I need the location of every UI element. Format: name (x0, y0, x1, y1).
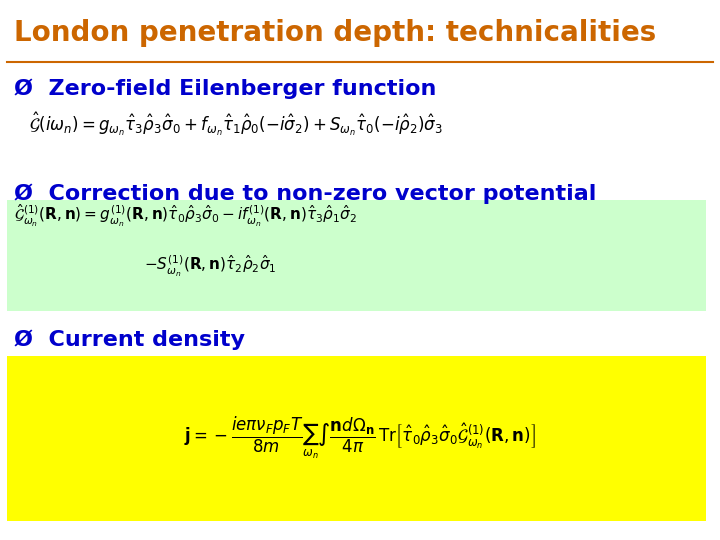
Text: $-S^{(1)}_{\omega_n}(\mathbf{R},\mathbf{n})\hat{\tau}_2\hat{\rho}_2\hat{\sigma}_: $-S^{(1)}_{\omega_n}(\mathbf{R},\mathbf{… (144, 254, 276, 279)
Text: Ø  Current density: Ø Current density (14, 329, 246, 350)
Text: Ø  Correction due to non-zero vector potential: Ø Correction due to non-zero vector pote… (14, 184, 597, 204)
FancyBboxPatch shape (7, 356, 706, 521)
Text: Ø  Zero-field Eilenberger function: Ø Zero-field Eilenberger function (14, 78, 437, 99)
Text: London penetration depth: technicalities: London penetration depth: technicalities (14, 19, 657, 47)
Text: $\hat{\mathcal{G}}(i\omega_n) = g_{\omega_n}\hat{\tau}_3\hat{\rho}_3\hat{\sigma}: $\hat{\mathcal{G}}(i\omega_n) = g_{\omeg… (29, 111, 443, 138)
Text: $\mathbf{j} = -\dfrac{ie\pi\nu_F p_F T}{8m}\sum_{\omega_n}\int\dfrac{\mathbf{n}d: $\mathbf{j} = -\dfrac{ie\pi\nu_F p_F T}{… (184, 414, 536, 461)
Text: $\hat{\mathcal{G}}^{(1)}_{\omega_n}(\mathbf{R},\mathbf{n}) = g^{(1)}_{\omega_n}(: $\hat{\mathcal{G}}^{(1)}_{\omega_n}(\mat… (14, 202, 358, 229)
FancyBboxPatch shape (7, 200, 706, 310)
